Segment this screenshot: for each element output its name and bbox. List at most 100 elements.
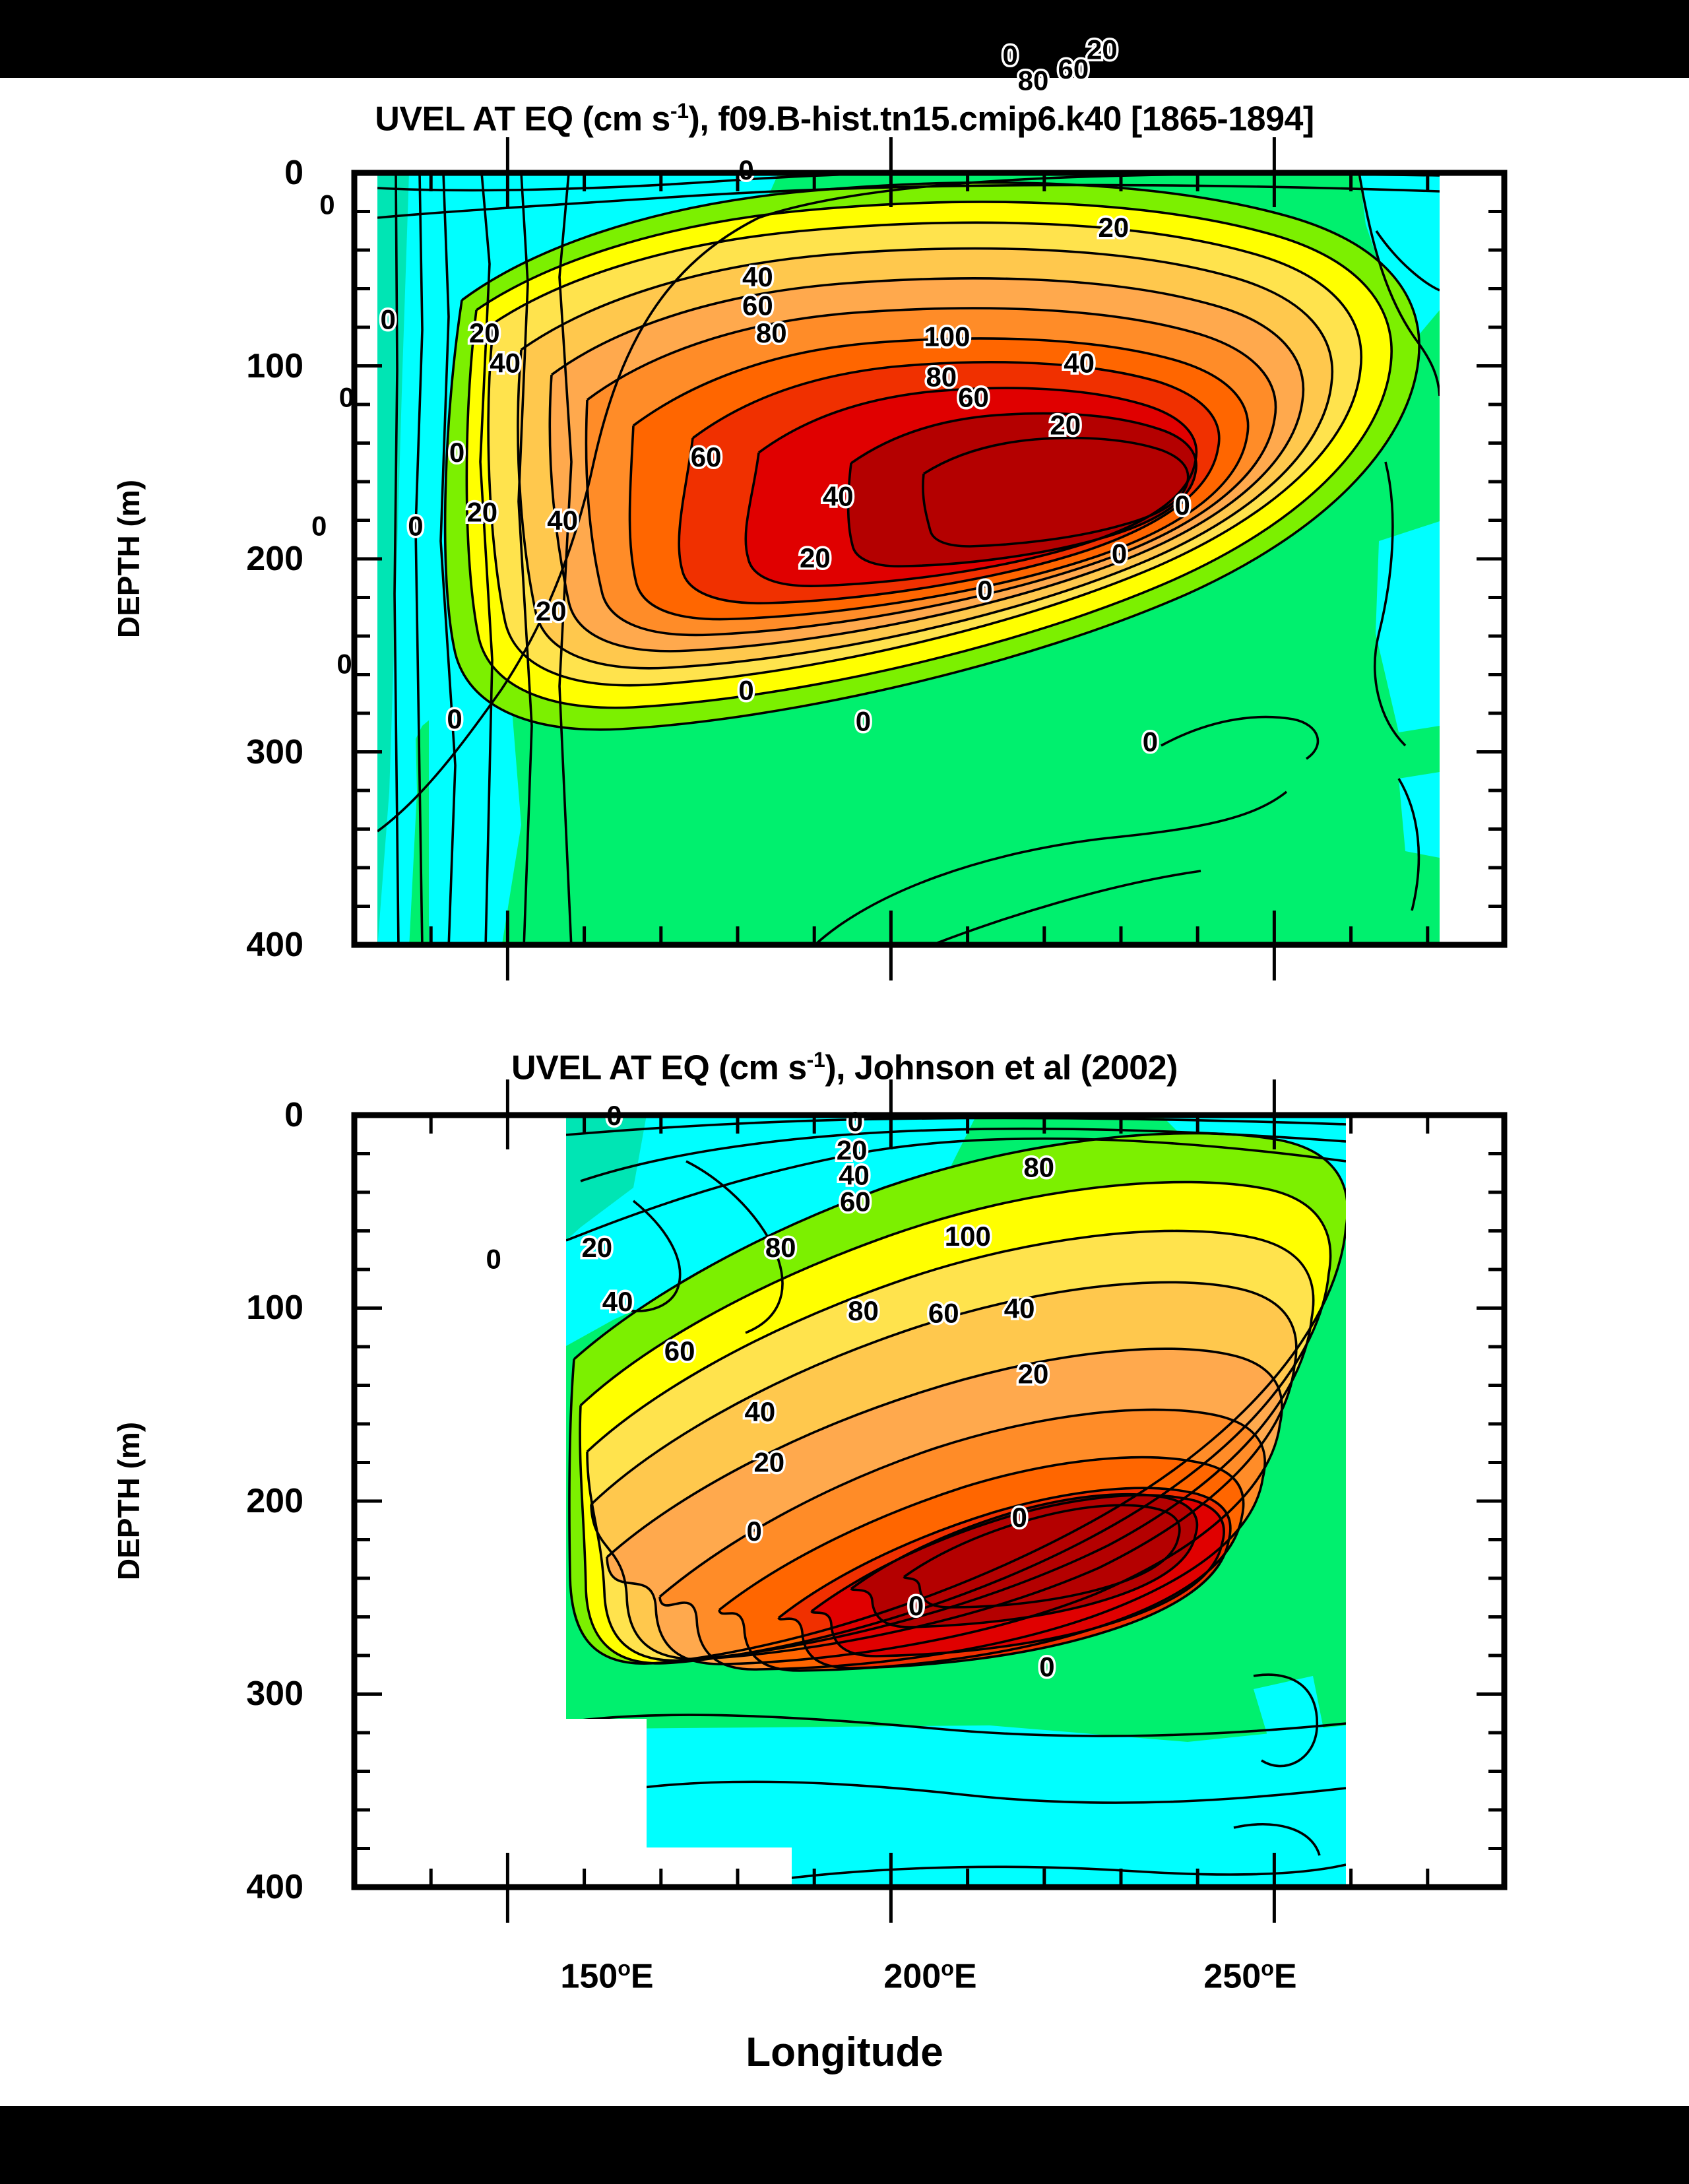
contour-label: 80: [926, 361, 957, 392]
xtick-200E: 200oE: [883, 1956, 977, 1996]
panel-2-ytick-200: 200: [246, 1482, 303, 1520]
contour-label: 20: [1098, 212, 1129, 243]
contour-label: 40: [742, 261, 773, 292]
contour-label: 20: [536, 595, 567, 626]
panel-1-ytick-0: 0: [284, 154, 303, 192]
contour-label: 60: [691, 441, 722, 472]
contour-label: 40: [602, 1286, 633, 1317]
contour-label: 0: [336, 648, 352, 679]
contour-label: 80: [756, 317, 787, 348]
panel-1-ytick-100: 100: [246, 347, 303, 385]
contour-label: 40: [823, 480, 854, 511]
contour-label: 20: [800, 542, 831, 573]
xaxis-title: Longitude: [746, 2030, 943, 2075]
contour-label: 60: [928, 1297, 959, 1328]
contour-label: 60: [664, 1335, 695, 1366]
contour-label: 0: [747, 1516, 762, 1547]
contour-label: 60: [664, 1335, 695, 1366]
panel-1-axes: [351, 137, 1508, 980]
panel-1-ytick-400: 400: [246, 926, 303, 964]
contour-label: 20: [469, 317, 500, 348]
contour-label: 0: [311, 510, 327, 541]
contour-label: 0: [1175, 490, 1190, 521]
contour-label: 60: [1058, 53, 1089, 84]
contour-label: 60: [958, 382, 989, 413]
contour-label: 0: [977, 575, 992, 606]
contour-label: 0: [1011, 1502, 1027, 1533]
contour-label: 40: [490, 347, 521, 378]
panel-1-contour-lines: [377, 173, 1440, 945]
contour-label: 80: [1018, 65, 1049, 96]
contour-label: 0: [1112, 538, 1127, 569]
panel-2-ytick-100: 100: [246, 1289, 303, 1327]
panel-2-ytick-400: 400: [246, 1868, 303, 1906]
panel-1-model: 0 0 0 0 20 20 0 0 20 20 80 80 60 60 40 40 60 60 80 80 100 100…: [0, 0, 1689, 990]
contour-label: 40: [823, 480, 854, 511]
contour-label: 20: [581, 1232, 612, 1263]
panel-2-axes: [351, 1079, 1508, 1923]
contour-label: 20: [800, 542, 831, 573]
contour-label: 80: [765, 1232, 796, 1263]
contour-label: 60: [958, 382, 989, 413]
contour-label: 80: [1023, 1151, 1054, 1182]
panel-1-contour-fill: [377, 173, 1440, 945]
contour-label: 20: [1018, 1359, 1049, 1390]
contour-label: 20: [1098, 212, 1129, 243]
contour-label: 80: [765, 1232, 796, 1263]
contour-label: 40: [1004, 1293, 1035, 1324]
panel-2-yaxis-title: DEPTH (m): [112, 1421, 146, 1581]
contour-label: 80: [848, 1295, 879, 1326]
contour-label: 0: [856, 705, 871, 736]
contour-label: 20: [1050, 409, 1081, 440]
contour-label: 0: [856, 705, 871, 736]
contour-label: 20: [837, 1134, 868, 1165]
panel-1-ytick-300: 300: [246, 733, 303, 771]
contour-label: 40: [602, 1286, 633, 1317]
contour-label: 60: [742, 290, 773, 321]
contour-label: 0: [1003, 40, 1018, 71]
contour-label: 20: [753, 1447, 784, 1478]
contour-label: 40: [547, 505, 578, 536]
contour-label: 0: [449, 437, 464, 468]
contour-label: 0: [380, 304, 395, 335]
contour-label: 20: [1018, 1359, 1049, 1390]
contour-label: 20: [1087, 34, 1118, 65]
contour-label: 100: [945, 1221, 991, 1252]
contour-label: 100: [924, 321, 970, 352]
contour-label: 40: [547, 505, 578, 536]
contour-label: 0: [1175, 490, 1190, 521]
contour-label: 0: [738, 674, 753, 705]
contour-label: 0: [1039, 1651, 1054, 1682]
contour-label: 60: [691, 441, 722, 472]
contour-label: 40: [742, 261, 773, 292]
panel-1-title: UVEL AT EQ (cm s-1), f09.B-hist.tn15.cmi…: [375, 99, 1314, 139]
contour-label: 40: [839, 1160, 870, 1191]
contour-label: 40: [745, 1396, 776, 1427]
contour-label: 0: [339, 382, 354, 413]
panel-2-ytick-0: 0: [284, 1096, 303, 1134]
contour-label: 20: [1087, 34, 1118, 65]
contour-label: 40: [745, 1396, 776, 1427]
contour-label: 0: [1112, 538, 1127, 569]
contour-label: 80: [1018, 65, 1049, 96]
contour-label: 60: [840, 1186, 871, 1217]
contour-label: 20: [837, 1134, 868, 1165]
xtick-150E: 150oE: [560, 1956, 654, 1996]
contour-label: 60: [742, 290, 773, 321]
contour-label: 80: [848, 1295, 879, 1326]
panel-2-obs: 0 0 0 0 20 20 40 40 60 60 80 80 0 0 20 20 40 40 60 60 80 80 10…: [0, 950, 1689, 1940]
contour-label: 0: [408, 510, 423, 541]
contour-label: 0: [1143, 726, 1158, 757]
panel-1-yaxis-title: DEPTH (m): [112, 479, 146, 639]
contour-label: 20: [753, 1447, 784, 1478]
contour-label: 0: [319, 189, 335, 220]
contour-label: 80: [1023, 1151, 1054, 1182]
contour-label: 40: [839, 1160, 870, 1191]
contour-label: 60: [928, 1297, 959, 1328]
contour-label: 60: [1058, 53, 1089, 84]
contour-label: 80: [926, 361, 957, 392]
